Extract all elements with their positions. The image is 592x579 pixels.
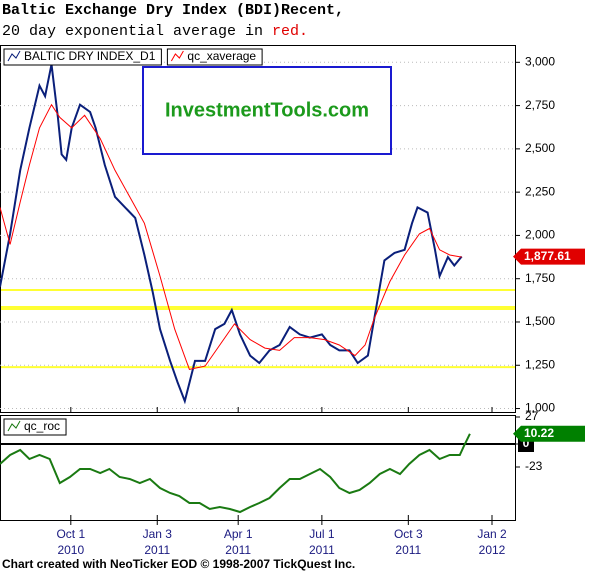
logo-box	[142, 66, 392, 155]
legend-label: BALTIC DRY INDEX_D1	[24, 49, 156, 63]
series-line	[0, 103, 462, 370]
legend-item: qc_roc	[3, 418, 67, 436]
last-value-label: 1,877.61	[524, 249, 571, 263]
legend-label: qc_xaverage	[187, 49, 256, 63]
x-tick-year: 2011	[395, 543, 421, 557]
y-tick-label: 0	[523, 436, 530, 450]
x-tick-label: Oct 3	[394, 527, 423, 541]
legend-item: qc_xaverage	[166, 48, 263, 66]
last-value-tag	[513, 248, 585, 265]
main-panel	[0, 45, 516, 413]
series-line	[0, 433, 471, 514]
y-tick-label: 2,750	[525, 98, 555, 112]
x-tick-label: Jan 2	[477, 527, 507, 541]
legend-item: BALTIC DRY INDEX_D1	[3, 48, 162, 66]
legend-box	[166, 48, 263, 66]
x-tick-label: Oct 1	[56, 527, 85, 541]
chart-subtitle: 20 day exponential average in red.	[2, 23, 308, 40]
y-tick-label: 1,000	[525, 401, 555, 415]
y-tick-label: 1,750	[525, 271, 555, 285]
subtitle-text: 20 day exponential average in	[2, 23, 272, 40]
last-value-label: 10.22	[524, 426, 554, 440]
y-tick-label: 2,000	[525, 228, 555, 242]
x-tick-year: 2011	[225, 543, 251, 557]
series-line	[0, 64, 463, 405]
legend-swatch	[170, 50, 184, 62]
x-tick-year: 2012	[479, 543, 506, 557]
last-value-tag	[513, 425, 585, 442]
y-tick-label: 27	[525, 409, 539, 423]
x-tick-year: 2011	[144, 543, 170, 557]
legend-swatch	[7, 420, 21, 432]
roc-panel	[0, 415, 516, 521]
footer: Chart created with NeoTicker EOD © 1998-…	[2, 557, 355, 571]
y-tick-label: 3,000	[525, 54, 555, 68]
y-tick-label: 2,500	[525, 141, 555, 155]
x-tick-year: 2010	[57, 543, 84, 557]
legend-swatch	[7, 50, 21, 62]
logo: InvestmentTools.com	[165, 99, 369, 121]
legend-label: qc_roc	[24, 419, 60, 433]
subtitle-highlight: red.	[272, 23, 308, 40]
y-tick-label: 1,500	[525, 314, 555, 328]
legend-box	[3, 48, 162, 66]
x-tick-label: Apr 1	[224, 527, 253, 541]
x-tick-label: Jan 3	[143, 527, 173, 541]
y-tick-label: 2,250	[525, 184, 555, 198]
x-tick-year: 2011	[309, 543, 335, 557]
chart-title: Baltic Exchange Dry Index (BDI)Recent,	[2, 2, 344, 19]
legend-box	[3, 418, 67, 436]
x-tick-label: Jul 1	[309, 527, 335, 541]
y-tick-label: 1,250	[525, 357, 555, 371]
y-tick-label: -23	[525, 459, 543, 473]
